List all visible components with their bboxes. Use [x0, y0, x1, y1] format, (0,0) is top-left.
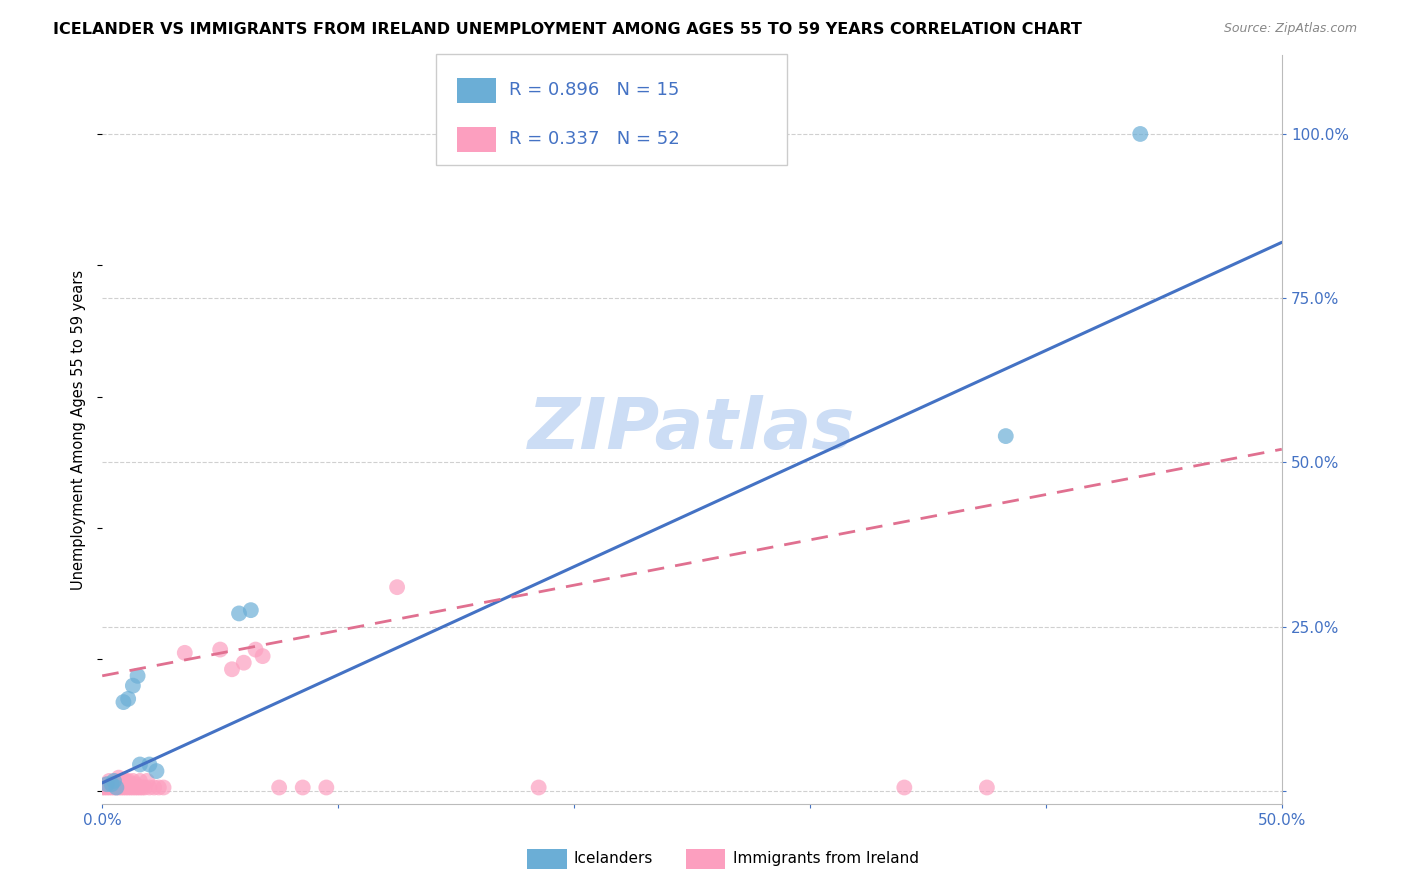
Point: [269, 780, 291, 795]
Point: [527, 780, 550, 795]
Point: [91, 780, 114, 795]
Point: [103, 780, 125, 795]
Point: [103, 777, 125, 791]
Text: Immigrants from Ireland: Immigrants from Ireland: [733, 851, 918, 865]
Point: [994, 429, 1017, 443]
Text: ZIPatlas: ZIPatlas: [529, 395, 856, 464]
Point: [152, 780, 174, 795]
Point: [98, 773, 121, 788]
Point: [221, 662, 243, 676]
Point: [127, 780, 149, 795]
Point: [976, 780, 998, 795]
Point: [245, 642, 267, 657]
Point: [114, 773, 136, 788]
Point: [112, 773, 135, 788]
Point: [173, 646, 195, 660]
Point: [129, 780, 152, 795]
Text: Icelanders: Icelanders: [574, 851, 652, 865]
Point: [117, 773, 139, 788]
Point: [893, 780, 915, 795]
Point: [138, 780, 160, 795]
Point: [122, 773, 145, 788]
Point: [105, 773, 128, 788]
Point: [315, 780, 337, 795]
Point: [100, 777, 122, 791]
Point: [110, 780, 132, 795]
Point: [100, 780, 122, 795]
Point: [228, 607, 250, 621]
Point: [145, 764, 167, 778]
Point: [107, 771, 129, 785]
Y-axis label: Unemployment Among Ages 55 to 59 years: Unemployment Among Ages 55 to 59 years: [72, 269, 86, 590]
Point: [124, 777, 146, 791]
Point: [239, 603, 262, 617]
Text: R = 0.896   N = 15: R = 0.896 N = 15: [509, 81, 679, 99]
Text: Source: ZipAtlas.com: Source: ZipAtlas.com: [1223, 22, 1357, 36]
Point: [93, 780, 115, 795]
Point: [291, 780, 314, 795]
Point: [96, 780, 118, 795]
Text: ICELANDER VS IMMIGRANTS FROM IRELAND UNEMPLOYMENT AMONG AGES 55 TO 59 YEARS CORR: ICELANDER VS IMMIGRANTS FROM IRELAND UNE…: [53, 22, 1083, 37]
Point: [232, 656, 254, 670]
Point: [122, 780, 145, 795]
Point: [100, 777, 122, 791]
Point: [103, 773, 125, 788]
Point: [120, 780, 142, 795]
Point: [131, 780, 153, 795]
Point: [98, 780, 121, 795]
Point: [122, 679, 145, 693]
Point: [117, 691, 139, 706]
Point: [105, 780, 128, 795]
Point: [120, 777, 142, 791]
Point: [117, 780, 139, 795]
Point: [114, 780, 136, 795]
Point: [143, 780, 166, 795]
Point: [96, 777, 118, 791]
Point: [112, 780, 135, 795]
Point: [107, 780, 129, 795]
Point: [129, 757, 152, 772]
Point: [105, 780, 128, 795]
Point: [134, 780, 156, 795]
Point: [385, 580, 408, 594]
Point: [209, 642, 232, 657]
Point: [148, 780, 170, 795]
Point: [127, 669, 149, 683]
Text: R = 0.337   N = 52: R = 0.337 N = 52: [509, 130, 679, 148]
Point: [1129, 127, 1152, 141]
Point: [124, 780, 146, 795]
Point: [129, 773, 152, 788]
Point: [96, 777, 118, 791]
Point: [107, 777, 129, 791]
Point: [136, 773, 159, 788]
Point: [252, 649, 274, 664]
Point: [138, 757, 160, 772]
Point: [112, 695, 135, 709]
